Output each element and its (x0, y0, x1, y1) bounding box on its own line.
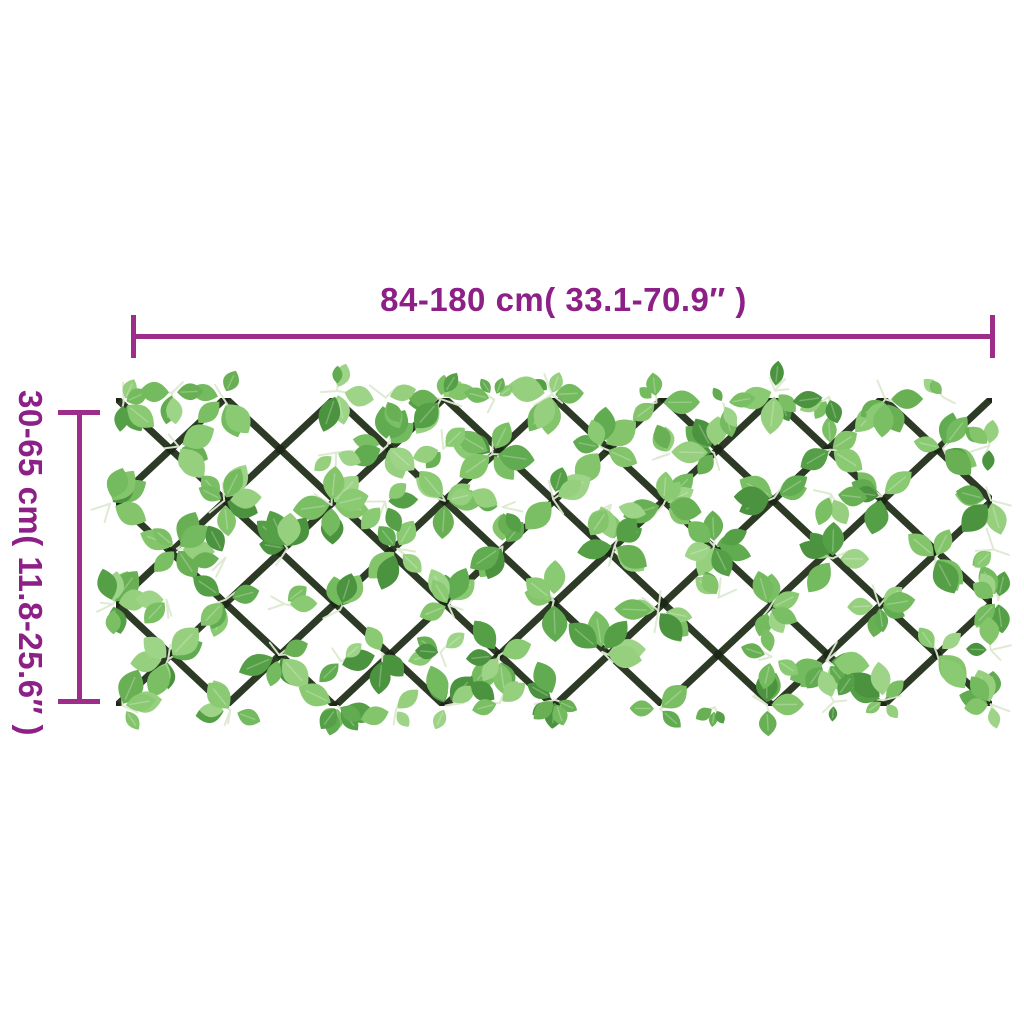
height-dimension-line (77, 412, 82, 704)
height-dimension-label: 30-65 cm( 11.8-25.6″ ) (12, 390, 49, 737)
width-dimension-label: 84-180 cm( 33.1-70.9″ ) (380, 281, 747, 318)
height-dimension-top-tick (58, 410, 100, 415)
width-dimension-line (133, 334, 994, 339)
width-dimension-right-tick (990, 315, 995, 358)
trellis-product-image (90, 360, 1012, 737)
width-dimension-left-tick (131, 315, 136, 358)
height-dimension-bottom-tick (58, 699, 100, 704)
